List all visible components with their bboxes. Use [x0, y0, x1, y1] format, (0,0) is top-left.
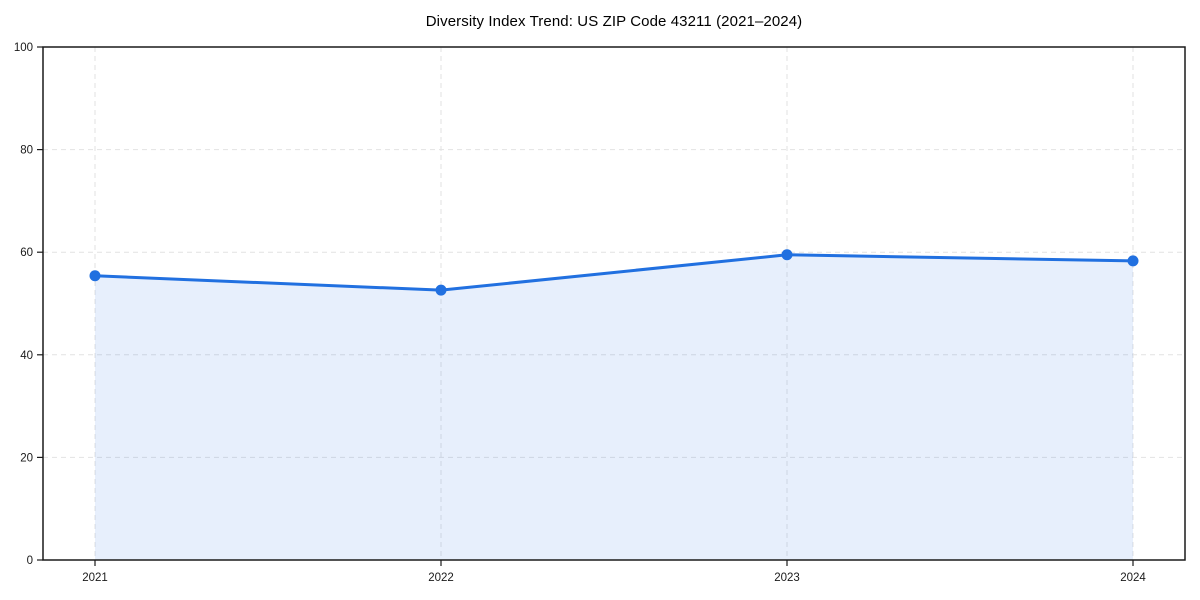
data-point-marker	[781, 249, 793, 261]
x-tick-label: 2022	[428, 572, 454, 584]
axis-layer: 0 20 40 60 80 100 2021 2022 2023 2024	[14, 42, 1186, 584]
data-point-marker	[435, 284, 447, 296]
marker-layer	[89, 249, 1139, 296]
series-line	[93, 253, 1135, 292]
y-tick-label: 40	[20, 350, 33, 362]
data-point-marker	[89, 270, 101, 282]
area-layer	[95, 254, 1133, 560]
data-point-marker	[1127, 255, 1139, 267]
x-tick-label: 2023	[774, 572, 800, 584]
plot-border	[42, 46, 1186, 561]
chart-title: Diversity Index Trend: US ZIP Code 43211…	[425, 13, 803, 30]
x-tick-label: 2021	[82, 572, 108, 584]
x-tick-label: 2024	[1120, 572, 1146, 584]
y-tick-label: 20	[20, 452, 33, 464]
series-area-fill	[95, 254, 1133, 560]
line-layer	[93, 253, 1135, 292]
y-tick-label: 60	[20, 247, 33, 259]
y-tick-label: 80	[20, 145, 33, 157]
y-tick-label: 100	[14, 42, 33, 54]
y-tick-label: 0	[27, 555, 33, 567]
